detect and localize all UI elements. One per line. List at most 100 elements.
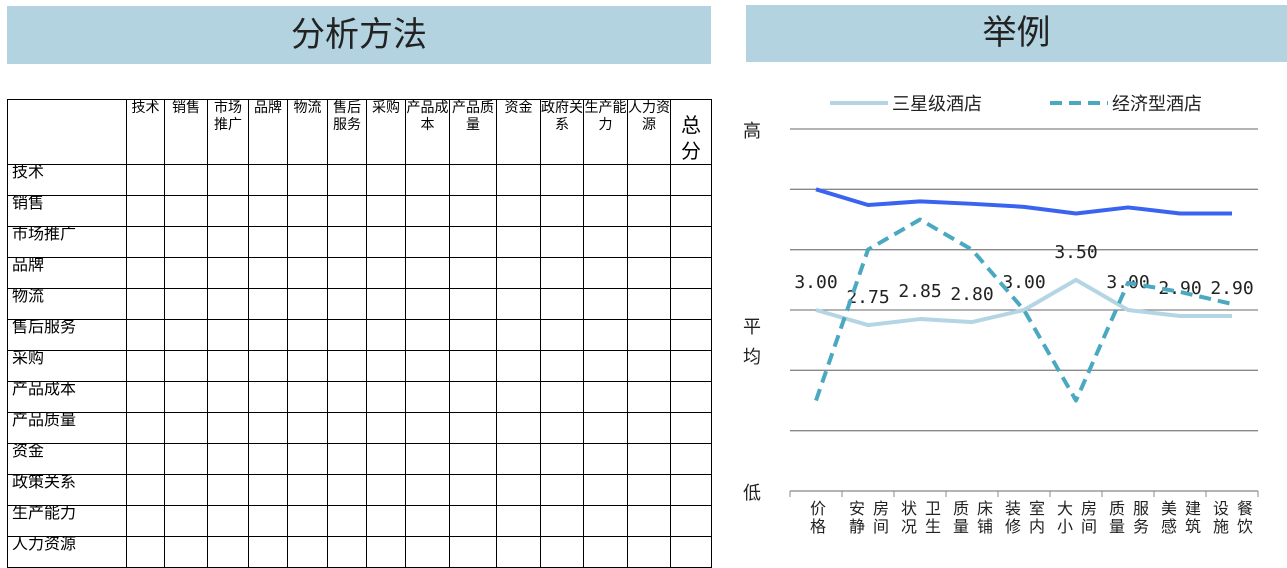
table-cell [126,474,165,506]
table-cell [126,257,165,289]
table-cell [627,443,671,475]
row-header: 政策关系 [7,474,127,506]
table-cell [449,381,497,413]
analysis-table: 技术 销售 市场推广 品牌 物流 售后服务 采购 产品成本 产品质量 资金 政府关系 生产能力 人力资源… [7,99,712,568]
table-cell [627,164,671,196]
table-cell [670,164,712,196]
table-cell [449,226,497,258]
line-series [815,277,1232,328]
y-tick-label: 平均 [743,317,761,368]
table-row: 销售 [7,195,712,227]
table-cell [670,474,712,506]
table-row: 产品成本 [7,381,712,413]
x-tick-label: 服务质量 [1106,500,1149,536]
table-cell [540,474,584,506]
table-cell [583,288,628,320]
table-row: 采购 [7,350,712,382]
data-label: 2.80 [950,284,993,305]
table-cell [164,474,208,506]
legend-label: 三星级酒店 [892,94,982,115]
tick-char: 低 [743,483,761,504]
table-cell [449,164,497,196]
tick-char: 均 [743,347,761,368]
row-header: 产品质量 [7,412,127,444]
column-header: 技术 [126,99,165,165]
table-row: 品牌 [7,257,712,289]
column-header: 资金 [496,99,541,165]
table-cell [583,319,628,351]
table-cell [583,257,628,289]
table-row: 政策关系 [7,474,712,506]
table-cell [583,443,628,475]
table-cell [540,350,584,382]
table-cell [540,443,584,475]
table-cell [670,288,712,320]
table-cell [583,505,628,537]
tick-char: 高 [743,121,761,142]
column-header: 产品成本 [405,99,450,165]
line-series [815,187,1232,216]
data-label: 2.75 [846,287,889,308]
table-cell [540,257,584,289]
table-cell [126,195,165,227]
column-header: 物流 [287,99,328,165]
table-cell [449,443,497,475]
table-cell [327,443,367,475]
x-tick-label: 室内装修 [1002,500,1045,536]
legend-label: 经济型酒店 [1112,94,1202,115]
x-tick-label: 建筑美感 [1158,500,1201,536]
table-cell [207,257,249,289]
table-cell [287,226,328,258]
table-cell [164,226,208,258]
table-cell [670,226,712,258]
table-cell [248,443,288,475]
table-cell [670,381,712,413]
table-cell [540,319,584,351]
row-header: 生产能力 [7,505,127,537]
x-tick-label: 价格 [807,500,826,536]
table-cell [126,164,165,196]
table-row: 售后服务 [7,319,712,351]
table-cell [449,474,497,506]
data-label: 3.00 [794,272,837,293]
table-cell [540,195,584,227]
table-cell [627,350,671,382]
table-row: 物流 [7,288,712,320]
table-cell [366,505,406,537]
row-header: 物流 [7,288,127,320]
table-row: 生产能力 [7,505,712,537]
row-header: 资金 [7,443,127,475]
table-cell [287,319,328,351]
column-header: 总分 [670,99,712,165]
table-cell [583,195,628,227]
column-header: 生产能力 [583,99,628,165]
x-tick-label: 床铺质量 [950,500,993,536]
x-tick-label: 餐饮设施 [1210,500,1253,536]
table-cell [207,412,249,444]
row-header: 品牌 [7,257,127,289]
table-cell [496,257,541,289]
table-cell [405,319,450,351]
table-cell [627,412,671,444]
table-cell [496,443,541,475]
table-row: 产品质量 [7,412,712,444]
table-cell [670,257,712,289]
chart-title: 举例 [746,5,1287,62]
table-cell [248,226,288,258]
table-cell [583,474,628,506]
y-tick-label: 低 [743,483,761,504]
tick-char: 平 [743,317,761,338]
table-cell [405,164,450,196]
table-cell [405,474,450,506]
left-title: 分析方法 [7,6,711,64]
x-tick-label: 房间大小 [1054,500,1097,536]
table-cell [540,505,584,537]
table-cell [405,350,450,382]
column-header: 售后服务 [327,99,367,165]
row-header: 技术 [7,164,127,196]
row-header: 采购 [7,350,127,382]
table-cell [248,195,288,227]
table-cell [327,412,367,444]
